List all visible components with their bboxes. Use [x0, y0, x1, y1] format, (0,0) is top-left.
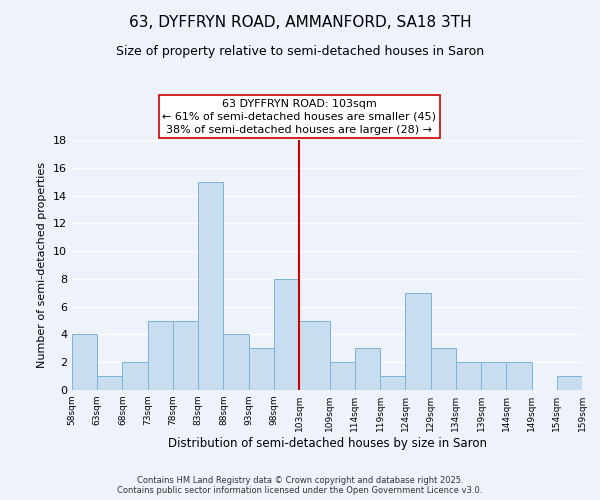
Bar [299, 320, 329, 390]
Text: 63 DYFFRYN ROAD: 103sqm
← 61% of semi-detached houses are smaller (45)
38% of se: 63 DYFFRYN ROAD: 103sqm ← 61% of semi-de… [162, 98, 436, 135]
Bar [506, 362, 532, 390]
Bar [380, 376, 405, 390]
Bar [97, 376, 122, 390]
Bar [456, 362, 481, 390]
Bar [122, 362, 148, 390]
Bar [249, 348, 274, 390]
Bar [481, 362, 506, 390]
Y-axis label: Number of semi-detached properties: Number of semi-detached properties [37, 162, 47, 368]
Text: Size of property relative to semi-detached houses in Saron: Size of property relative to semi-detach… [116, 45, 484, 58]
Bar [329, 362, 355, 390]
Bar [223, 334, 249, 390]
Bar [148, 320, 173, 390]
Bar [355, 348, 380, 390]
Bar [173, 320, 198, 390]
Text: Contains HM Land Registry data © Crown copyright and database right 2025.
Contai: Contains HM Land Registry data © Crown c… [118, 476, 482, 495]
Bar [72, 334, 97, 390]
Text: 63, DYFFRYN ROAD, AMMANFORD, SA18 3TH: 63, DYFFRYN ROAD, AMMANFORD, SA18 3TH [128, 15, 472, 30]
Bar [198, 182, 223, 390]
Bar [557, 376, 582, 390]
X-axis label: Distribution of semi-detached houses by size in Saron: Distribution of semi-detached houses by … [167, 437, 487, 450]
Bar [431, 348, 456, 390]
Bar [274, 279, 299, 390]
Bar [405, 293, 431, 390]
